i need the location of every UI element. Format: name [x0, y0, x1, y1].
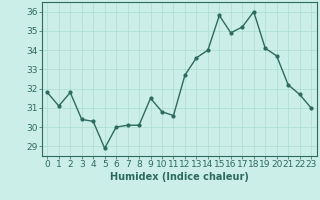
X-axis label: Humidex (Indice chaleur): Humidex (Indice chaleur)	[110, 172, 249, 182]
